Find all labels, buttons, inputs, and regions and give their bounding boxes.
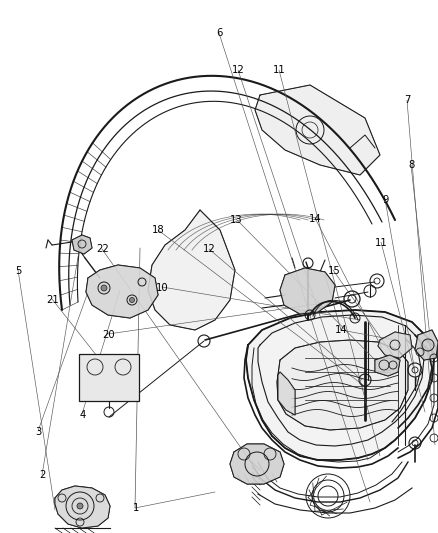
Text: 14: 14 — [336, 326, 348, 335]
Polygon shape — [55, 486, 110, 528]
Text: 14: 14 — [309, 214, 321, 223]
Text: 12: 12 — [203, 245, 216, 254]
Text: 10: 10 — [156, 283, 168, 293]
Text: 2: 2 — [40, 471, 46, 480]
Polygon shape — [278, 372, 295, 415]
Text: 18: 18 — [152, 225, 165, 235]
Circle shape — [130, 297, 134, 303]
Polygon shape — [72, 235, 92, 254]
Text: 12: 12 — [232, 66, 245, 75]
Polygon shape — [246, 310, 434, 460]
Text: 1: 1 — [133, 504, 139, 513]
Polygon shape — [230, 444, 284, 484]
Text: 20: 20 — [102, 330, 115, 340]
Polygon shape — [378, 332, 412, 358]
Text: 11: 11 — [273, 66, 286, 75]
FancyBboxPatch shape — [79, 354, 139, 401]
Text: 22: 22 — [96, 245, 110, 254]
Text: 8: 8 — [409, 160, 415, 170]
Text: 15: 15 — [327, 266, 340, 276]
Polygon shape — [280, 268, 335, 314]
Polygon shape — [148, 210, 235, 330]
Text: 3: 3 — [35, 427, 42, 437]
Text: 11: 11 — [374, 238, 388, 247]
Text: 6: 6 — [216, 28, 222, 38]
Circle shape — [101, 285, 107, 291]
Polygon shape — [86, 265, 158, 318]
Text: 9: 9 — [382, 195, 389, 205]
Circle shape — [77, 503, 83, 509]
Text: 5: 5 — [15, 266, 21, 276]
Polygon shape — [255, 85, 380, 175]
Text: 7: 7 — [404, 95, 410, 105]
Text: 13: 13 — [230, 215, 243, 224]
Polygon shape — [415, 330, 438, 360]
Polygon shape — [277, 340, 408, 430]
Polygon shape — [375, 355, 400, 376]
Text: 21: 21 — [46, 295, 59, 304]
Text: 4: 4 — [79, 410, 85, 419]
